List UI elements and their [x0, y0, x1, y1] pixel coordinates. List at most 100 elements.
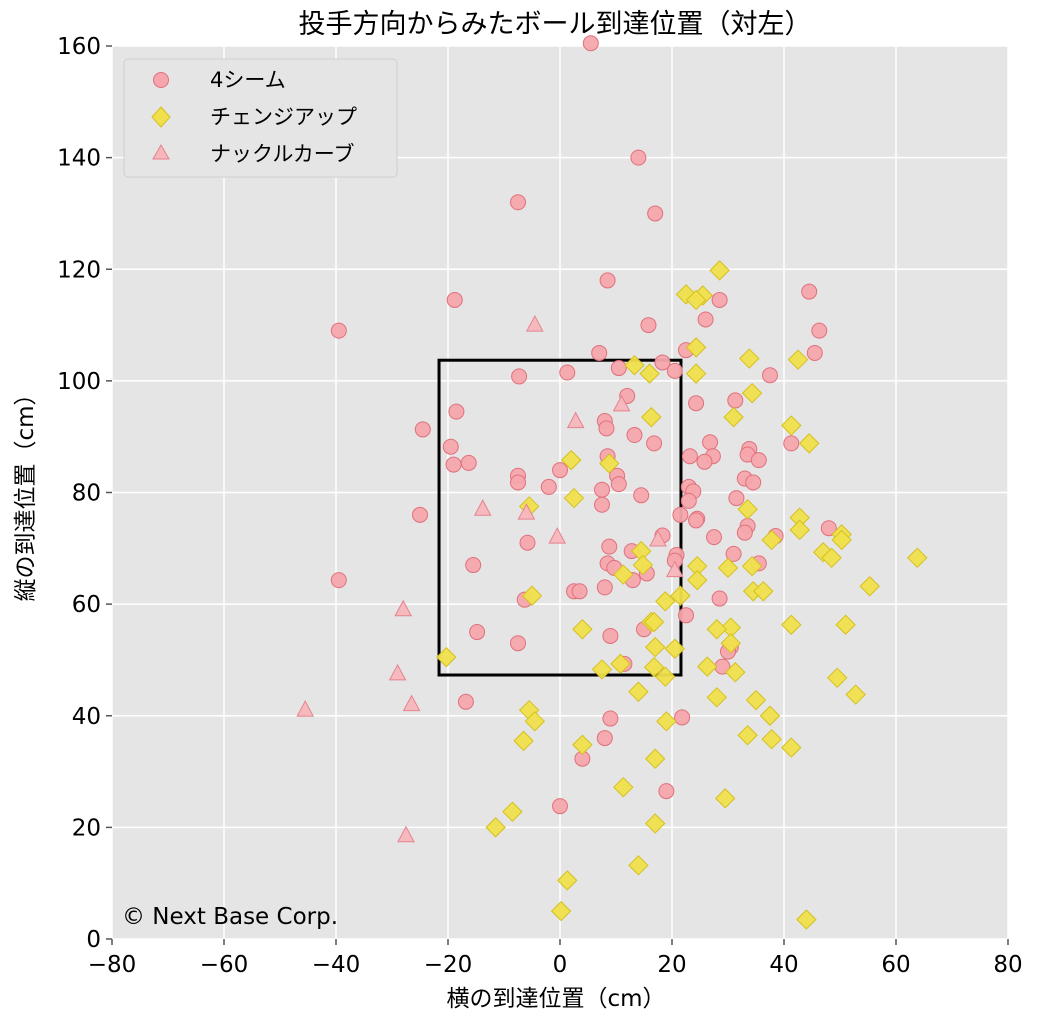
point-4seam — [602, 627, 619, 644]
point-changeup — [613, 776, 634, 798]
point-changeup — [739, 348, 760, 369]
point-4seam — [736, 524, 753, 541]
point-4seam — [414, 421, 431, 438]
point-changeup — [639, 363, 660, 384]
y-axis-label: 縦の到達位置（cm） — [13, 382, 39, 601]
x-tick-label: 80 — [993, 952, 1022, 978]
point-changeup — [789, 519, 810, 541]
legend-marker-knucklecurve — [152, 143, 170, 160]
point-4seam — [626, 427, 643, 444]
point-4seam — [330, 322, 347, 339]
point-changeup — [628, 681, 649, 702]
point-changeup — [826, 667, 848, 689]
point-changeup — [781, 415, 802, 436]
x-tick-label: −80 — [88, 952, 137, 978]
point-4seam — [598, 420, 615, 437]
point-changeup — [709, 260, 730, 281]
point-changeup — [706, 687, 728, 708]
point-knucklecurve — [388, 663, 407, 681]
point-changeup — [723, 406, 744, 428]
point-4seam — [745, 474, 762, 491]
point-changeup — [610, 653, 631, 675]
point-4seam — [654, 354, 671, 371]
legend-label-4seam: 4シーム — [210, 68, 286, 92]
point-changeup — [524, 711, 546, 732]
point-4seam — [596, 579, 613, 596]
point-4seam — [674, 709, 691, 726]
point-changeup — [781, 737, 802, 758]
point-4seam — [706, 529, 722, 546]
point-changeup — [737, 499, 758, 520]
point-changeup — [641, 406, 662, 428]
point-changeup — [761, 728, 782, 750]
point-4seam — [633, 487, 650, 504]
legend-label-knucklecurve: ナックルカーブ — [210, 142, 354, 166]
point-4seam — [610, 476, 627, 493]
point-changeup — [655, 666, 676, 687]
point-4seam — [801, 283, 818, 300]
point-knucklecurve — [525, 315, 544, 332]
point-changeup — [759, 705, 781, 726]
point-changeup — [741, 382, 763, 404]
point-changeup — [697, 656, 718, 677]
x-tick-label: 40 — [769, 952, 798, 978]
data-points — [296, 35, 928, 930]
x-tick-label: 20 — [657, 952, 686, 978]
y-tick-label: 100 — [57, 369, 101, 395]
y-tick-label: 140 — [57, 146, 101, 172]
point-changeup — [572, 619, 593, 640]
point-changeup — [485, 817, 506, 838]
point-4seam — [725, 545, 742, 562]
point-4seam — [594, 496, 610, 513]
y-tick-label: 160 — [57, 34, 101, 60]
point-knucklecurve — [473, 499, 492, 516]
point-4seam — [658, 783, 675, 800]
point-4seam — [412, 506, 428, 523]
point-changeup — [643, 611, 665, 633]
point-knucklecurve — [402, 694, 421, 712]
point-4seam — [811, 322, 828, 339]
point-4seam — [610, 360, 627, 377]
point-4seam — [702, 434, 719, 451]
point-4seam — [519, 534, 536, 551]
point-changeup — [859, 576, 880, 597]
point-changeup — [798, 433, 820, 454]
point-4seam — [696, 453, 713, 470]
point-knucklecurve — [665, 560, 684, 578]
point-4seam — [330, 572, 347, 589]
point-changeup — [502, 801, 523, 822]
point-changeup — [706, 619, 728, 640]
point-4seam — [448, 403, 465, 420]
point-knucklecurve — [566, 411, 585, 429]
point-changeup — [664, 638, 686, 659]
point-4seam — [750, 452, 767, 469]
point-changeup — [563, 487, 585, 509]
point-4seam — [820, 520, 837, 537]
point-changeup — [685, 337, 707, 358]
point-4seam — [602, 710, 619, 727]
point-4seam — [783, 435, 800, 452]
point-4seam — [601, 538, 618, 555]
x-tick-label: 0 — [553, 952, 568, 978]
point-changeup — [714, 788, 736, 809]
y-tick-label: 60 — [72, 592, 101, 618]
point-changeup — [632, 554, 654, 576]
point-4seam — [678, 607, 694, 624]
point-knucklecurve — [397, 825, 415, 843]
point-4seam — [552, 798, 568, 815]
y-tick-label: 20 — [72, 815, 101, 841]
point-4seam — [446, 291, 463, 308]
axis-ticks: −80 −60 −40 −20 0 20 40 60 80 0 20 40 60 80 100 120 140 1… — [57, 34, 1023, 978]
point-4seam — [806, 344, 823, 361]
y-tick-label: 40 — [72, 704, 101, 730]
point-changeup — [725, 662, 746, 683]
copyright-annotation: © Next Base Corp. — [122, 904, 338, 930]
point-changeup — [821, 547, 842, 569]
point-changeup — [628, 855, 649, 876]
point-changeup — [845, 684, 866, 705]
y-tick-label: 0 — [86, 927, 101, 953]
legend-marker-4seam — [153, 72, 169, 88]
point-changeup — [656, 711, 677, 732]
point-changeup — [560, 449, 582, 471]
